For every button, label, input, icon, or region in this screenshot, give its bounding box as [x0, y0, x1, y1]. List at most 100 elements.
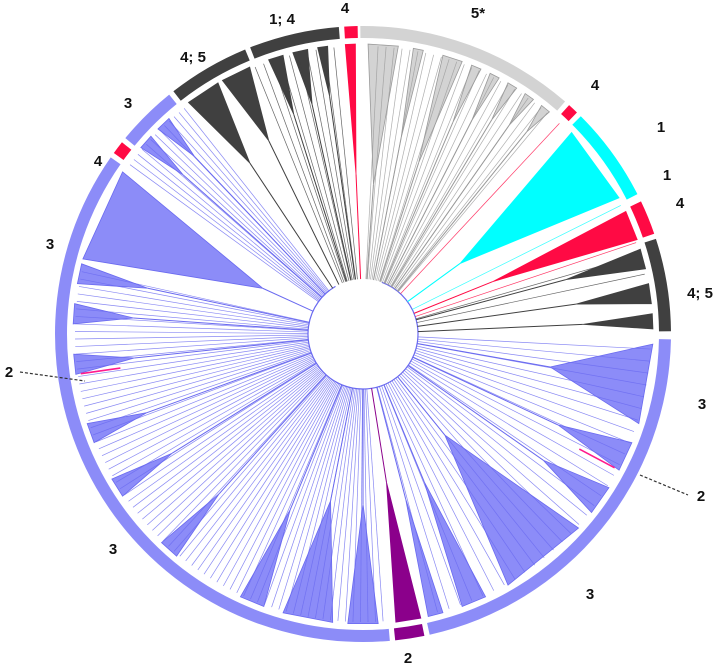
leaf-branch	[396, 107, 542, 291]
leaf-branch	[86, 348, 311, 414]
leaf-branch	[417, 341, 649, 374]
leaf-branch	[390, 84, 509, 287]
leaf-branch	[379, 386, 450, 609]
leaf-branch	[168, 374, 327, 547]
leaf-branch	[164, 125, 326, 295]
branch-line	[147, 287, 310, 324]
ring-segment-group2	[393, 624, 425, 641]
collapsed-clade	[160, 493, 220, 557]
leaf-branch	[410, 360, 615, 476]
leaf-branch	[300, 387, 352, 616]
leaf-branch	[370, 48, 403, 280]
leaf-branch	[408, 364, 602, 497]
leaf-branch	[393, 379, 526, 573]
leaf-branch	[75, 323, 309, 333]
leaf-branch	[216, 381, 336, 583]
ring-segment-group4	[344, 26, 358, 39]
collapsed-clade	[459, 131, 620, 264]
collapsed-clade	[582, 313, 654, 330]
leaf-branch	[411, 358, 620, 466]
label-bottom-left-3: 3	[109, 541, 117, 558]
leaf-branch	[415, 242, 637, 317]
leaf-branch	[278, 386, 348, 610]
leaf-branch	[254, 66, 343, 284]
leaf-branch	[371, 49, 411, 280]
leaf-branch	[387, 77, 495, 286]
leaf-branch	[88, 350, 311, 421]
leaf-branch	[367, 46, 387, 280]
right-2-leader-line	[639, 474, 689, 496]
leaf-branch	[389, 80, 502, 286]
label-bottom-2: 2	[404, 650, 412, 667]
leaf-branch	[84, 347, 310, 407]
leaf-branch	[400, 123, 560, 295]
leaf-branch	[417, 336, 651, 350]
leaf-branch	[406, 366, 595, 506]
branch-line	[133, 317, 309, 331]
leaf-branch	[366, 388, 384, 622]
leaf-branch	[76, 301, 309, 329]
leaf-branch	[108, 359, 315, 470]
ring-segment-group45	[644, 238, 671, 332]
ring-segment-group4	[630, 201, 655, 238]
branch-line	[384, 122, 454, 284]
leaf-branch	[307, 387, 353, 617]
collapsed-clade	[471, 72, 500, 121]
leaf-branch	[132, 366, 320, 508]
leaf-branch	[399, 375, 554, 551]
branch-line	[249, 162, 334, 289]
leaf-branch	[263, 63, 345, 283]
leaf-branch	[133, 159, 320, 301]
group2-leaf-branch	[578, 448, 616, 469]
collapsed-clade	[423, 481, 487, 608]
leaf-branch	[280, 57, 348, 282]
ring-segment-group1	[572, 116, 638, 200]
leaf-branch	[75, 337, 309, 355]
leaf-branch	[142, 369, 322, 520]
leaf-branch	[387, 382, 495, 591]
branch-line	[407, 263, 461, 303]
collapsed-clade	[239, 509, 291, 608]
leaf-branch	[95, 354, 313, 443]
leaf-branch	[154, 134, 324, 297]
leaf-branch	[377, 56, 442, 282]
leaf-branch	[368, 47, 395, 280]
leaf-branch	[395, 102, 535, 291]
leaf-branch	[179, 376, 329, 557]
leaf-branch	[76, 338, 309, 362]
leaf-branch	[141, 148, 322, 299]
leaf-branch	[146, 144, 322, 299]
branch-line	[407, 365, 544, 461]
ring-segment-group4	[113, 142, 132, 161]
label-right-2: 2	[697, 488, 705, 505]
leaf-branch	[289, 55, 350, 281]
leaf-branch	[383, 67, 473, 284]
ring-segment-group4	[561, 105, 577, 122]
leaf-branch	[297, 53, 351, 281]
leaf-branch	[80, 278, 310, 324]
branch-line	[311, 104, 352, 281]
collapsed-clade	[187, 82, 251, 164]
leaf-branch	[292, 387, 351, 614]
branch-line	[146, 352, 312, 414]
leaf-branch	[404, 370, 580, 525]
leaf-branch	[400, 373, 563, 543]
collapsed-clade	[575, 283, 652, 305]
leaf-branch	[385, 383, 484, 597]
leaf-branch	[386, 73, 487, 285]
leaf-branch	[243, 383, 341, 597]
ring-segment-group45	[173, 49, 250, 101]
leaf-branch	[82, 346, 310, 400]
branch-line	[371, 388, 387, 483]
leaf-branch	[271, 386, 346, 608]
leaf-branch	[115, 362, 317, 483]
root-arc	[307, 281, 419, 390]
label-upper-left-4: 4	[94, 153, 103, 170]
leaf-branch	[210, 380, 335, 579]
leaf-branch	[178, 112, 329, 292]
leaf-branch	[147, 370, 323, 526]
branch-line	[376, 387, 407, 499]
leaf-branch	[402, 371, 572, 534]
collapsed-clade	[386, 482, 422, 623]
leaf-branch	[415, 350, 638, 421]
